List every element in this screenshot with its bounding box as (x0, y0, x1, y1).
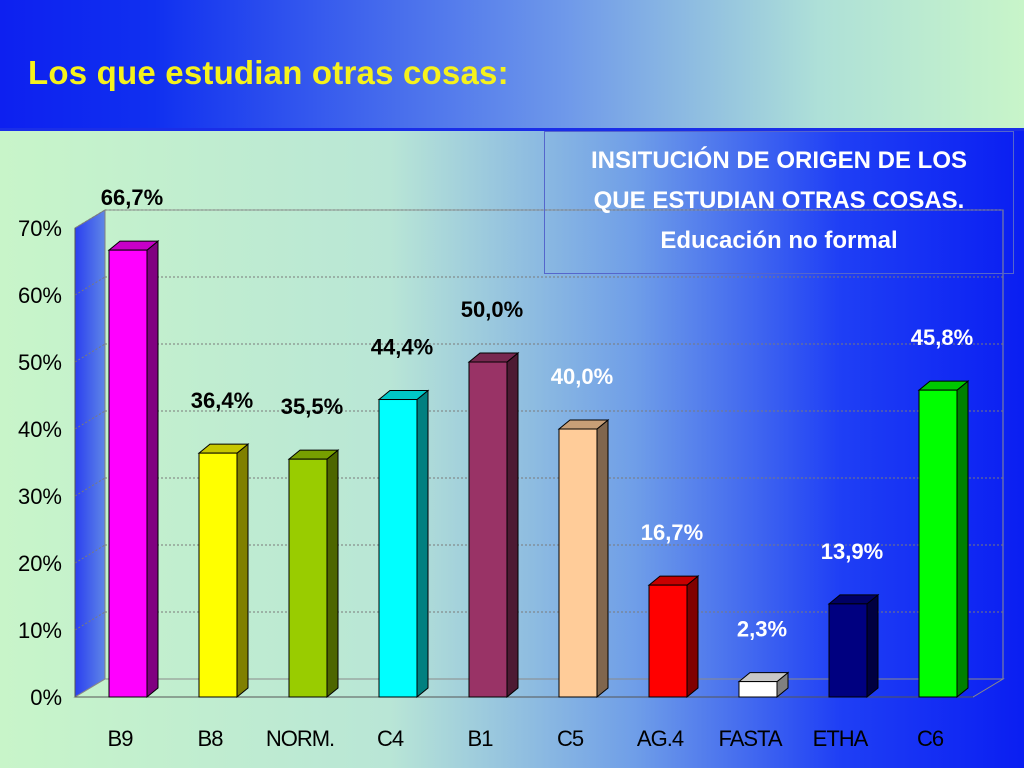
bar-side (326, 449, 339, 699)
chart-info-box (544, 131, 1014, 274)
bar (918, 389, 958, 698)
info-box-line-3: Educación no formal (660, 227, 898, 254)
info-box-line-1: INSITUCIÓN DE ORIGEN DE LOS (590, 147, 968, 174)
header-band (0, 0, 1024, 128)
bar-side (236, 443, 249, 699)
bar-value-label: 44,4% (371, 335, 433, 360)
y-tick-label: 50% (18, 350, 62, 375)
x-tick-label: AG.4 (637, 726, 684, 751)
x-tick-label: B1 (468, 726, 494, 751)
gridline-side (74, 611, 106, 631)
bar-side (866, 593, 879, 699)
slide-title: Los que estudian otras cosas: (28, 54, 509, 91)
x-tick-label: NORM. (266, 726, 334, 751)
bar-value-label: 66,7% (101, 185, 163, 210)
gridline-side (74, 544, 106, 564)
x-tick-label: C4 (377, 726, 404, 751)
gridline-side (74, 209, 106, 229)
bar-value-label: 36,4% (191, 388, 253, 413)
bar-side (506, 351, 519, 699)
y-tick-label: 0% (30, 685, 62, 710)
bar-side (956, 380, 969, 699)
bar-side (146, 240, 159, 699)
bar-side (596, 418, 609, 699)
bar (468, 361, 508, 698)
bar-side (686, 575, 699, 699)
gridline-side (74, 477, 106, 497)
x-tick-label: C5 (557, 726, 584, 751)
bar (738, 681, 778, 698)
chart-side-wall (74, 209, 106, 698)
x-tick-label: B9 (108, 726, 134, 751)
bar-value-label: 45,8% (911, 325, 973, 350)
bar (198, 452, 238, 698)
bar-value-label: 2,3% (737, 617, 787, 642)
header-divider (0, 128, 1024, 131)
bar (378, 399, 418, 698)
bar (108, 249, 148, 698)
y-tick-label: 30% (18, 484, 62, 509)
y-tick-label: 60% (18, 283, 62, 308)
gridline-side (74, 410, 106, 430)
bar-value-label: 50,0% (461, 297, 523, 322)
bar-value-label: 35,5% (281, 394, 343, 419)
bar (648, 584, 688, 698)
y-tick-label: 10% (18, 618, 62, 643)
bar (828, 603, 868, 698)
gridline-side (74, 276, 106, 296)
y-tick-label: 20% (18, 551, 62, 576)
bar-value-label: 13,9% (821, 539, 883, 564)
y-tick-label: 70% (18, 216, 62, 241)
bar (288, 458, 328, 698)
info-box-line-2: QUE ESTUDIAN OTRAS COSAS. (593, 187, 965, 214)
y-tick-label: 40% (18, 417, 62, 442)
x-tick-label: ETHA (813, 726, 869, 751)
bar-value-label: 40,0% (551, 364, 613, 389)
bar-value-label: 16,7% (641, 520, 703, 545)
bar (558, 428, 598, 698)
bar-side (416, 389, 429, 699)
x-tick-label: FASTA (718, 726, 782, 751)
x-tick-label: C6 (917, 726, 944, 751)
gridline-side (74, 343, 106, 363)
x-tick-label: B8 (198, 726, 224, 751)
